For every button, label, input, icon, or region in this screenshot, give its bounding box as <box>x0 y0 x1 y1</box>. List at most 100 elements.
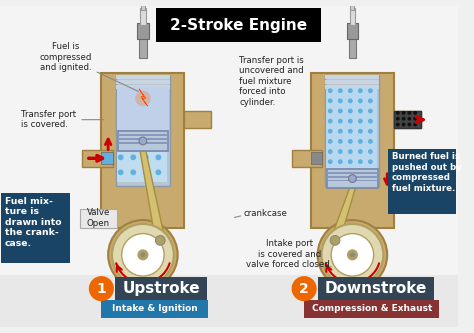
Bar <box>328 172 377 174</box>
Bar <box>311 73 394 228</box>
Text: Upstroke: Upstroke <box>122 281 200 296</box>
Bar <box>325 75 380 79</box>
Bar <box>141 1 145 10</box>
Circle shape <box>328 159 333 164</box>
Circle shape <box>348 175 356 182</box>
Circle shape <box>348 149 353 154</box>
Polygon shape <box>330 188 356 240</box>
Circle shape <box>368 159 373 164</box>
Circle shape <box>338 139 343 144</box>
Circle shape <box>368 109 373 114</box>
Text: crankcase: crankcase <box>243 209 287 218</box>
Circle shape <box>348 139 353 144</box>
Circle shape <box>413 111 417 115</box>
Circle shape <box>122 234 164 276</box>
Circle shape <box>368 149 373 154</box>
Circle shape <box>408 123 411 127</box>
Bar <box>116 80 170 84</box>
Text: Transfer port
is covered.: Transfer port is covered. <box>21 110 103 130</box>
Text: Intake & Ignition: Intake & Ignition <box>111 304 197 313</box>
Circle shape <box>348 129 353 134</box>
Bar <box>116 75 170 186</box>
Circle shape <box>338 159 343 164</box>
Circle shape <box>328 129 333 134</box>
Text: Compression & Exhaust: Compression & Exhaust <box>311 304 432 313</box>
Circle shape <box>338 129 343 134</box>
Circle shape <box>358 109 363 114</box>
Circle shape <box>130 155 136 160</box>
Text: 1: 1 <box>97 282 106 296</box>
Bar <box>116 85 170 89</box>
Circle shape <box>350 252 355 257</box>
Circle shape <box>338 119 343 124</box>
Circle shape <box>358 139 363 144</box>
Polygon shape <box>139 89 148 106</box>
Bar <box>346 23 358 39</box>
Circle shape <box>348 99 353 103</box>
Circle shape <box>338 109 343 114</box>
Bar <box>117 87 169 130</box>
Bar <box>327 87 376 168</box>
Circle shape <box>396 123 400 127</box>
Bar <box>117 153 167 182</box>
Bar <box>304 300 439 318</box>
Text: Fuel mix-
ture is
drawn into
the crank-
case.: Fuel mix- ture is drawn into the crank- … <box>5 197 62 247</box>
Circle shape <box>89 276 114 301</box>
Circle shape <box>155 155 161 160</box>
Bar <box>0 275 458 327</box>
Bar <box>118 134 168 136</box>
Circle shape <box>408 117 411 121</box>
Circle shape <box>112 224 174 286</box>
Circle shape <box>321 224 383 286</box>
Bar <box>394 111 421 128</box>
Circle shape <box>135 91 151 106</box>
Bar <box>118 131 168 151</box>
Circle shape <box>348 109 353 114</box>
Circle shape <box>413 117 417 121</box>
Bar <box>137 23 149 39</box>
Circle shape <box>358 119 363 124</box>
Text: Valve
Open: Valve Open <box>87 208 110 228</box>
Circle shape <box>348 159 353 164</box>
Bar <box>328 169 377 188</box>
Bar <box>82 150 113 167</box>
Bar <box>348 37 356 58</box>
Circle shape <box>328 109 333 114</box>
Circle shape <box>155 235 165 245</box>
Bar <box>101 73 184 228</box>
Circle shape <box>368 139 373 144</box>
Circle shape <box>118 155 124 160</box>
Circle shape <box>143 169 149 175</box>
Bar <box>118 142 168 144</box>
Circle shape <box>108 220 178 290</box>
Circle shape <box>330 235 340 245</box>
Bar <box>80 208 117 228</box>
Circle shape <box>155 169 161 175</box>
Bar <box>325 75 380 186</box>
Bar <box>156 8 320 42</box>
Bar <box>115 277 207 300</box>
Circle shape <box>368 88 373 93</box>
Circle shape <box>318 220 387 290</box>
Text: 2: 2 <box>299 282 309 296</box>
Circle shape <box>347 250 357 260</box>
Circle shape <box>328 119 333 124</box>
Bar <box>116 75 170 79</box>
Bar <box>101 153 113 164</box>
Circle shape <box>338 88 343 93</box>
Text: Fuel is
compressed
and ignited.: Fuel is compressed and ignited. <box>39 42 138 92</box>
Circle shape <box>408 111 411 115</box>
Bar <box>1 193 71 263</box>
Circle shape <box>130 169 136 175</box>
Circle shape <box>331 234 374 276</box>
Circle shape <box>292 276 317 301</box>
Circle shape <box>139 137 147 145</box>
Circle shape <box>368 119 373 124</box>
Circle shape <box>140 252 146 257</box>
Bar <box>328 176 377 177</box>
Circle shape <box>413 123 417 127</box>
Circle shape <box>401 117 406 121</box>
Circle shape <box>328 88 333 93</box>
Bar <box>139 37 147 58</box>
Bar <box>350 1 355 10</box>
